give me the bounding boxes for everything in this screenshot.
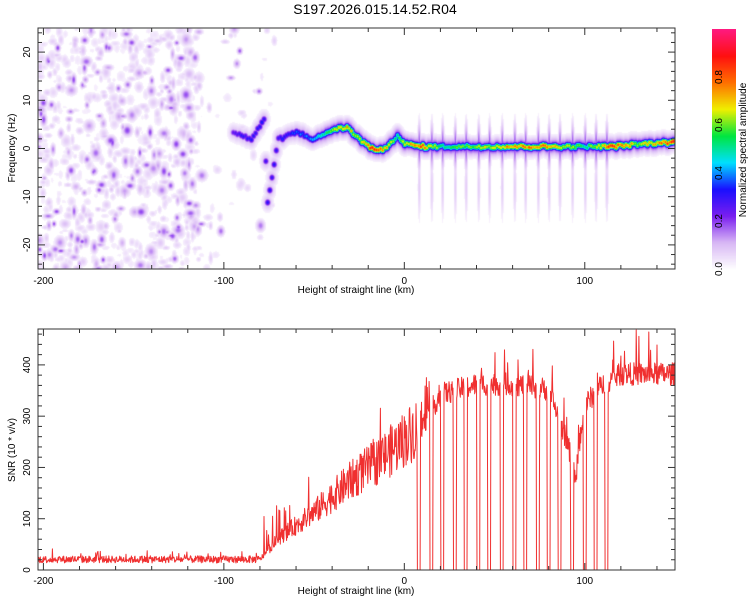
x-tick-label: -100	[214, 576, 234, 587]
y-tick-label: 20	[22, 46, 33, 58]
snr-y-label: SNR (10 * v/v)	[7, 418, 18, 482]
y-tick-label: 100	[22, 510, 33, 527]
y-tick-label: 200	[22, 459, 33, 476]
x-tick-label: 0	[402, 276, 408, 287]
snr-y-ticks: 0 100 200 300 400	[22, 333, 675, 573]
y-tick-label: 0	[22, 567, 33, 573]
spectrogram-x-ticks: -200 -100 0 100	[33, 28, 658, 287]
x-tick-label: -200	[33, 576, 53, 587]
snr-x-ticks: -200 -100 0 100	[33, 329, 658, 587]
y-tick-label: -10	[22, 189, 33, 204]
snr-line	[37, 329, 676, 571]
chart-title: S197.2026.015.14.52.R04	[293, 1, 457, 17]
spectrogram-frame	[37, 27, 676, 270]
snr-frame	[37, 328, 676, 571]
y-tick-label: 400	[22, 356, 33, 373]
colorbar-tick-label: 0.6	[714, 118, 725, 132]
x-tick-label: -100	[214, 276, 234, 287]
x-tick-label: -200	[33, 276, 53, 287]
x-tick-label: 100	[576, 576, 593, 587]
spectrogram-y-ticks: -20 -10 0 10 20	[22, 32, 675, 265]
x-tick-label: 0	[402, 576, 408, 587]
spectrogram-heatmap	[38, 28, 675, 269]
x-tick-label: 100	[576, 276, 593, 287]
colorbar-tick-label: 0.4	[714, 166, 725, 180]
y-tick-label: 0	[22, 145, 33, 151]
y-tick-label: 10	[22, 94, 33, 106]
snr-series	[37, 329, 676, 571]
colorbar-label: Normalized spectral amplitude	[738, 82, 749, 217]
colorbar-tick-label: 0.2	[714, 214, 725, 228]
colorbar-ticks: 0.0 0.2 0.4 0.6 0.8	[714, 70, 725, 276]
spectrogram-x-label: Height of straight line (km)	[298, 285, 415, 296]
snr-x-label: Height of straight line (km)	[298, 586, 415, 597]
colorbar-tick-label: 0.0	[714, 262, 725, 276]
y-tick-label: -20	[22, 237, 33, 252]
y-tick-label: 300	[22, 407, 33, 424]
colorbar-tick-label: 0.8	[714, 70, 725, 84]
spectrogram-y-label: Frequency (Hz)	[7, 114, 18, 183]
colorbar-gradient	[712, 29, 736, 270]
